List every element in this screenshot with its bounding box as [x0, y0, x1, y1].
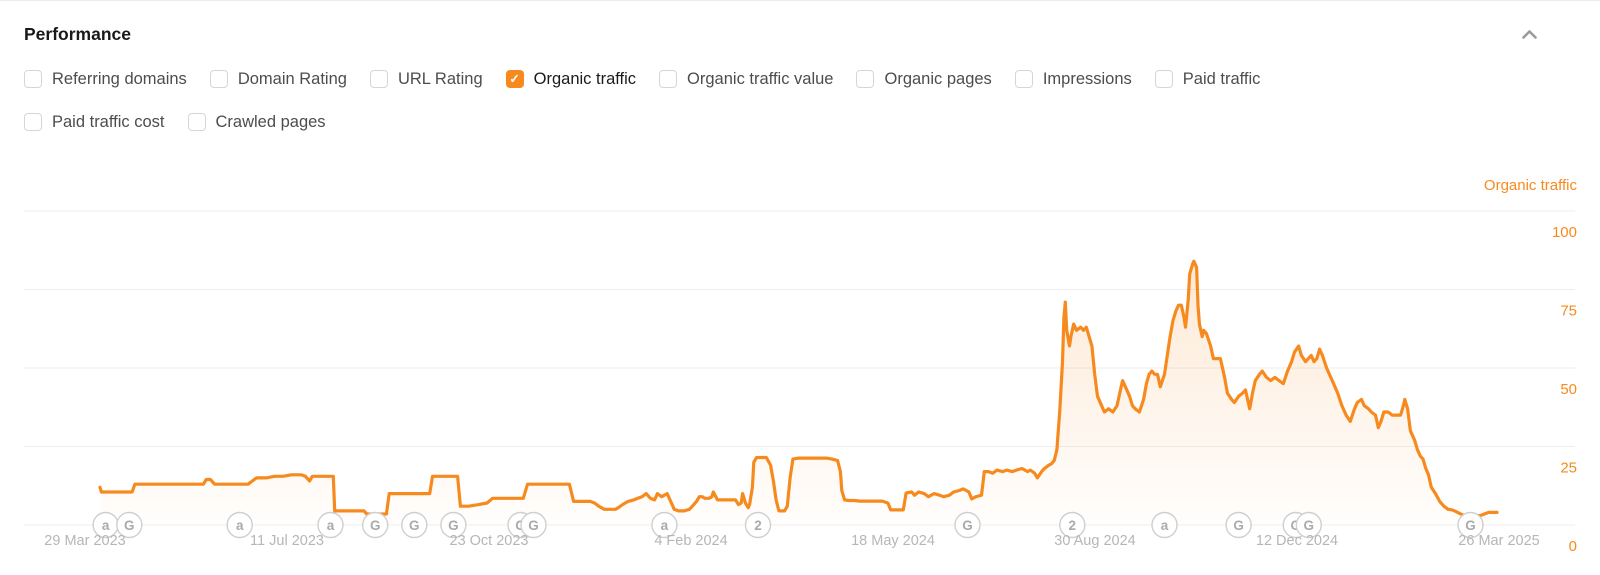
event-marker-a[interactable] [651, 511, 678, 539]
metric-checkbox-domain-rating[interactable]: Domain Rating [209, 66, 347, 92]
metric-label: Crawled pages [215, 113, 326, 131]
event-marker-glyph: G [124, 518, 135, 533]
event-marker-glyph: G [409, 518, 420, 533]
event-marker-glyph: G [962, 518, 973, 533]
event-marker-glyph: a [1161, 518, 1169, 533]
event-marker-a[interactable] [317, 511, 344, 539]
x-tick-label: 26 Mar 2025 [1458, 533, 1539, 549]
event-marker-g[interactable] [440, 511, 467, 539]
organic-traffic-line [98, 259, 1499, 518]
x-tick-label: 4 Feb 2024 [654, 533, 727, 549]
metric-label: Organic pages [884, 70, 992, 88]
metric-checkbox-organic-traffic-value[interactable]: Organic traffic value [659, 66, 833, 92]
x-tick-label: 30 Aug 2024 [1054, 533, 1135, 549]
checkbox-unchecked-icon[interactable] [369, 70, 388, 88]
checkbox-unchecked-icon[interactable] [187, 113, 206, 131]
event-marker-a[interactable] [226, 511, 253, 539]
y-axis-label-0: 0 [1569, 538, 1577, 555]
event-marker-glyph: G [1304, 518, 1315, 533]
event-marker-g[interactable] [1457, 511, 1484, 539]
event-marker-glyph: G [528, 518, 539, 533]
event-marker-g[interactable] [1225, 511, 1252, 539]
event-marker-g[interactable] [362, 511, 389, 539]
checkbox-unchecked-icon[interactable] [24, 70, 42, 88]
checkbox-unchecked-icon[interactable] [1154, 70, 1173, 88]
y-axis-label-100: 100 [1552, 224, 1577, 241]
panel-title: Performance [24, 24, 131, 44]
metric-label: Paid traffic [1182, 70, 1261, 88]
event-marker-g[interactable] [520, 511, 547, 539]
chevron-up-icon [1522, 30, 1537, 39]
checkbox-unchecked-icon[interactable] [856, 70, 875, 88]
event-marker-glyph: a [236, 518, 244, 533]
checkbox-unchecked-icon[interactable] [1014, 70, 1033, 88]
y-axis-label-25: 25 [1560, 460, 1577, 477]
metric-toggles-row: Paid traffic cost Crawled pages [24, 109, 1576, 135]
metric-label: URL Rating [397, 70, 483, 88]
metric-checkbox-impressions[interactable]: Impressions [1014, 66, 1132, 92]
event-marker-glyph: a [661, 518, 669, 533]
checkbox-unchecked-icon[interactable] [659, 70, 678, 88]
y-axis-title: Organic traffic [1484, 177, 1578, 194]
metric-checkbox-referring-domains[interactable]: Referring domains [24, 66, 187, 92]
event-marker-glyph: 2 [754, 518, 762, 533]
event-marker-glyph: 2 [1069, 518, 1077, 533]
event-marker-g[interactable] [954, 511, 981, 539]
checkbox-unchecked-icon[interactable] [24, 113, 42, 131]
x-tick-label: 11 Jul 2023 [250, 533, 324, 549]
event-marker-g[interactable] [1295, 511, 1323, 539]
x-tick-label: 23 Oct 2023 [450, 533, 529, 549]
event-marker-g[interactable] [401, 511, 428, 539]
metric-checkbox-organic-traffic[interactable]: ✓ Organic traffic [505, 66, 637, 92]
event-marker-glyph: G [1465, 518, 1476, 533]
x-tick-label: 29 Mar 2023 [44, 533, 125, 549]
checkbox-checked-icon[interactable]: ✓ [505, 70, 524, 88]
metric-label: Organic traffic value [687, 70, 834, 88]
event-marker-g[interactable] [116, 511, 143, 539]
collapse-panel-button[interactable] [1519, 27, 1540, 42]
metric-label: Domain Rating [237, 70, 347, 88]
metric-label: Paid traffic cost [52, 113, 165, 131]
metric-label: Organic traffic [533, 70, 637, 88]
metric-label: Impressions [1042, 70, 1132, 88]
metric-checkbox-url-rating[interactable]: URL Rating [369, 66, 483, 92]
panel-header: Performance [0, 1, 1600, 45]
metric-checkbox-crawled-pages[interactable]: Crawled pages [187, 109, 326, 135]
x-tick-label: 18 May 2024 [851, 533, 935, 549]
event-marker-2[interactable] [744, 511, 772, 539]
metric-label: Referring domains [52, 70, 187, 88]
event-marker-a[interactable] [1151, 511, 1178, 539]
event-marker-glyph: a [102, 518, 110, 533]
metric-checkbox-paid-traffic-cost[interactable]: Paid traffic cost [24, 109, 165, 135]
event-marker-glyph: G [448, 518, 459, 533]
y-axis-label-75: 75 [1560, 303, 1577, 320]
y-axis-label-50: 50 [1560, 381, 1577, 398]
metric-toggles-row: Referring domains Domain Rating URL Rating… [24, 66, 1576, 92]
event-marker-glyph: G [370, 518, 381, 533]
metric-checkbox-organic-pages[interactable]: Organic pages [856, 66, 992, 92]
organic-traffic-area [100, 261, 1497, 525]
event-marker-glyph: a [327, 518, 335, 533]
event-marker-glyph: G [1233, 518, 1244, 533]
event-marker-2[interactable] [1059, 511, 1086, 539]
metric-toggles: Referring domains Domain Rating URL Rating… [0, 45, 1600, 135]
checkbox-unchecked-icon[interactable] [209, 70, 228, 88]
metric-checkbox-paid-traffic[interactable]: Paid traffic [1154, 66, 1261, 92]
x-tick-label: 12 Dec 2024 [1256, 533, 1338, 549]
